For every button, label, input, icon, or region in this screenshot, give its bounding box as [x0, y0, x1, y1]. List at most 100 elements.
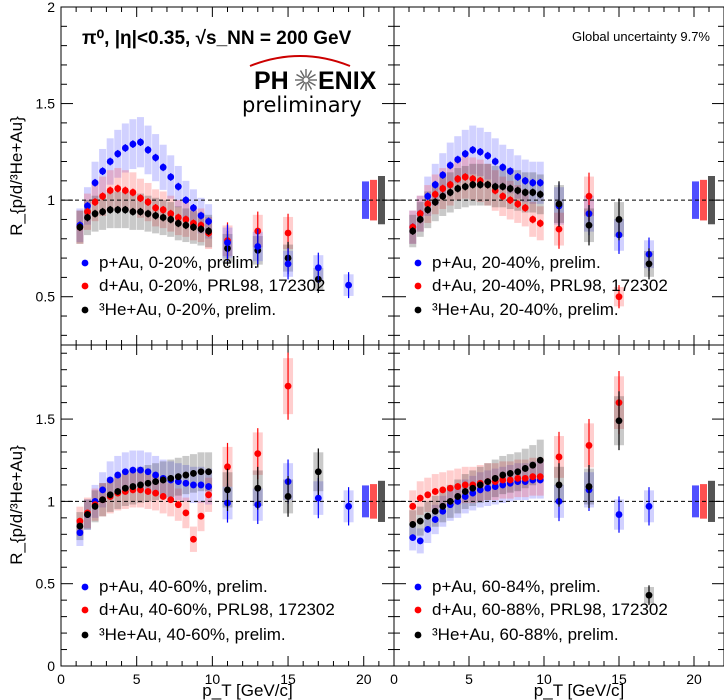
y-axis-title: R_{p/d/³He+Au} [7, 116, 26, 236]
legend-marker [414, 282, 422, 290]
data-point [439, 171, 447, 179]
data-point [190, 481, 197, 489]
data-point [555, 453, 563, 461]
data-point [536, 473, 544, 481]
data-point [521, 177, 529, 185]
data-point [137, 208, 144, 216]
data-point [499, 192, 507, 200]
data-point [84, 208, 91, 216]
data-point [84, 214, 91, 221]
data-point [159, 476, 167, 484]
data-point [585, 483, 593, 490]
data-point [454, 156, 462, 163]
data-point [121, 144, 129, 152]
data-point [224, 239, 231, 247]
data-point [197, 468, 205, 476]
data-point [491, 474, 499, 482]
data-point [461, 150, 469, 158]
data-point [461, 173, 469, 181]
data-point [137, 486, 144, 494]
data-point [529, 179, 537, 187]
data-point [137, 194, 144, 202]
legend-marker [81, 306, 89, 314]
data-point [197, 225, 205, 233]
data-point [345, 502, 352, 510]
data-point [615, 511, 623, 518]
data-point [615, 417, 623, 425]
chart-title: π⁰, |η|<0.35, √s_NN = 200 GeV [82, 28, 352, 49]
data-point [484, 181, 492, 189]
data-point [499, 476, 507, 484]
logo-text-left: PH [254, 67, 289, 95]
y-tick-label: 0 [47, 658, 55, 674]
data-point [106, 491, 114, 499]
data-point [585, 221, 593, 229]
data-point [454, 175, 462, 183]
data-point [167, 496, 175, 504]
y-tick-label: 1 [47, 192, 55, 208]
data-point [144, 146, 152, 154]
x-tick-label: 15 [611, 671, 627, 687]
data-point [514, 173, 522, 181]
data-point [129, 483, 137, 490]
logo-arc [249, 55, 351, 67]
data-point [529, 473, 537, 481]
data-point [205, 491, 212, 499]
x-axis-title: p_T [GeV/c] [534, 681, 624, 700]
legend-marker [81, 606, 89, 614]
data-point [152, 471, 160, 479]
data-point [174, 214, 182, 221]
data-point [446, 181, 454, 189]
logo-star-center [302, 76, 310, 84]
data-point [469, 484, 477, 492]
data-point [424, 206, 432, 214]
data-point [424, 200, 432, 208]
data-point [224, 486, 231, 494]
data-point [469, 181, 477, 189]
data-point [409, 502, 417, 510]
data-point [416, 537, 424, 545]
legend-marker [414, 259, 422, 267]
y-tick-label: 1 [47, 493, 55, 509]
data-point [529, 189, 537, 196]
data-point [144, 468, 152, 476]
data-point [536, 190, 544, 198]
data-point [555, 481, 563, 489]
data-point [76, 522, 84, 530]
data-point [439, 486, 447, 494]
data-point [499, 471, 507, 479]
data-point [585, 442, 593, 449]
data-point [129, 189, 137, 196]
data-point [99, 496, 107, 504]
data-point [284, 260, 292, 268]
data-point [484, 152, 492, 160]
data-point [506, 185, 514, 192]
legend-label: p+Au, 60-84%, prelim. [432, 577, 601, 596]
data-point [469, 146, 477, 154]
data-point [454, 493, 462, 500]
data-point [476, 481, 484, 489]
data-point [506, 470, 514, 477]
x-tick-label: 5 [133, 671, 141, 687]
data-point [439, 507, 447, 515]
legend-label: p+Au, 40-60%, prelim. [99, 577, 268, 596]
legend-marker [81, 583, 89, 591]
data-point [190, 223, 197, 231]
data-point [159, 206, 167, 214]
data-point [159, 163, 167, 171]
data-point [446, 189, 454, 196]
x-tick-label: 20 [686, 671, 702, 687]
data-point [152, 154, 160, 162]
data-point [106, 476, 114, 484]
data-point [409, 534, 417, 541]
data-point [91, 502, 99, 510]
x-tick-label: 0 [57, 671, 65, 687]
data-point [314, 264, 322, 272]
data-point [499, 481, 507, 489]
data-point [491, 183, 499, 191]
data-point [152, 204, 160, 212]
global-uncertainty-box [370, 179, 377, 221]
data-point [167, 210, 175, 218]
data-point [284, 382, 292, 390]
